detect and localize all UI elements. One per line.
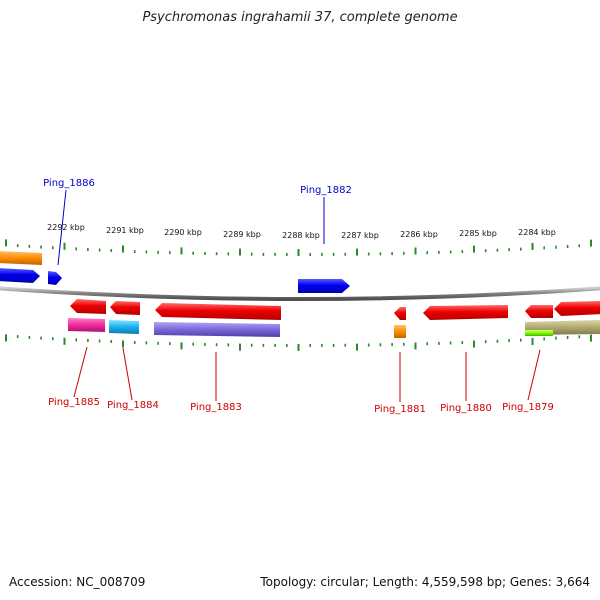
leader-ping-1885: [73, 346, 88, 398]
gene-ping-1879-feature-lime[interactable]: [525, 330, 553, 336]
genome-backbone: [0, 286, 600, 301]
scale-label: 2287 kbp: [341, 231, 379, 240]
gene-ping-1881[interactable]: [394, 307, 406, 320]
label-leaders: [57, 189, 541, 402]
reverse-strand-genes: [68, 299, 600, 338]
gene-ping-1882[interactable]: [298, 279, 350, 293]
gene-label-ping-1881[interactable]: Ping_1881: [374, 404, 426, 415]
scale-label: 2286 kbp: [400, 230, 438, 239]
leader-ping-1879: [527, 349, 541, 401]
map-title: Psychromonas ingrahamii 37, complete gen…: [142, 10, 458, 25]
genome-summary-text: Topology: circular; Length: 4,559,598 bp…: [260, 575, 590, 589]
gene-label-ping-1879[interactable]: Ping_1879: [502, 402, 554, 413]
gene-ping-1885[interactable]: [70, 299, 106, 314]
scale-label: 2289 kbp: [223, 230, 261, 239]
gene-right-edge-red[interactable]: [554, 301, 600, 316]
gene-ping-1883-feature[interactable]: [154, 322, 280, 337]
scale-label: 2284 kbp: [518, 228, 556, 237]
gene-label-ping-1882[interactable]: Ping_1882: [300, 185, 352, 196]
scale-label: 2291 kbp: [106, 226, 144, 235]
gene-label-ping-1883[interactable]: Ping_1883: [190, 402, 242, 413]
gene-ping-1886[interactable]: [48, 271, 62, 285]
leader-ping-1886: [57, 189, 67, 266]
scale-ticks-top: [5, 239, 592, 256]
scale-label: 2288 kbp: [282, 231, 320, 240]
accession-text: Accession: NC_008709: [9, 575, 146, 589]
gene-ping-1880[interactable]: [423, 305, 508, 320]
scale-ticks-bottom: [5, 334, 592, 351]
leader-ping-1884: [122, 347, 133, 401]
gene-labels: Ping_1886 Ping_1882 Ping_1885 Ping_1884 …: [43, 178, 554, 415]
gene-ping-1879[interactable]: [525, 305, 553, 318]
scale-label: 2292 kbp: [47, 223, 85, 232]
scale-label: 2285 kbp: [459, 229, 497, 238]
gene-ping-1885-feature[interactable]: [68, 318, 105, 332]
forward-strand-genes: [0, 251, 350, 293]
gene-label-ping-1880[interactable]: Ping_1880: [440, 403, 492, 414]
gene-ping-1884-feature[interactable]: [109, 320, 139, 334]
gene-ping-1883[interactable]: [155, 303, 281, 320]
gene-ping-1884[interactable]: [110, 301, 140, 315]
scale-labels: 2292 kbp 2291 kbp 2290 kbp 2289 kbp 2288…: [47, 223, 556, 240]
scale-label: 2290 kbp: [164, 228, 202, 237]
gene-ping-1881-feature[interactable]: [394, 325, 406, 338]
gene-orange-upper[interactable]: [0, 251, 42, 265]
gene-label-ping-1884[interactable]: Ping_1884: [107, 400, 159, 411]
gene-label-ping-1885[interactable]: Ping_1885: [48, 397, 100, 408]
gene-ping-1886-partial[interactable]: [0, 268, 40, 283]
gene-label-ping-1886[interactable]: Ping_1886: [43, 178, 95, 189]
